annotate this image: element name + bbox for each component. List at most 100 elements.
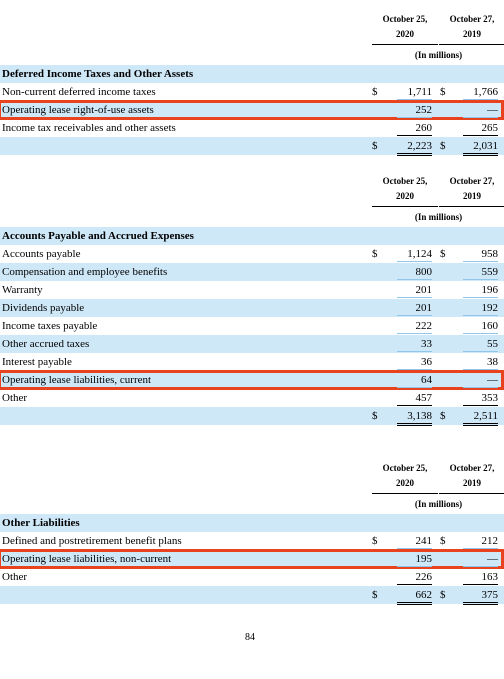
value: 457	[415, 392, 433, 404]
double-rule	[463, 425, 498, 426]
column-header: 2019	[463, 29, 481, 39]
row-band	[0, 371, 504, 389]
value-rule	[397, 135, 432, 136]
value-rule	[463, 153, 498, 154]
row-band	[0, 586, 504, 604]
value-rule	[397, 333, 432, 334]
value-rule	[397, 297, 432, 298]
value: 265	[481, 122, 499, 134]
row-label: Operating lease liabilities, non-current	[2, 553, 172, 565]
header-rule	[372, 493, 438, 494]
row-band	[0, 514, 504, 532]
value: 55	[487, 338, 498, 350]
value-rule	[463, 99, 498, 100]
row-label: Defined and postretirement benefit plans	[2, 535, 182, 547]
value-rule	[397, 261, 432, 262]
currency: $	[440, 140, 446, 152]
value: —	[487, 104, 498, 116]
row-label: Operating lease liabilities, current	[2, 374, 152, 386]
value-rule	[397, 369, 432, 370]
value: 2,223	[407, 140, 432, 152]
value: 201	[415, 284, 433, 296]
value: 212	[481, 535, 499, 547]
row-label: Other	[2, 392, 28, 404]
currency: $	[372, 248, 378, 260]
row-label: Warranty	[2, 284, 43, 296]
row-label: Dividends payable	[2, 302, 85, 314]
value: 195	[415, 553, 433, 565]
section-title: Other Liabilities	[2, 517, 80, 529]
value-rule	[463, 387, 498, 388]
currency: $	[372, 410, 378, 422]
value-rule	[463, 135, 498, 136]
value: 662	[415, 589, 433, 601]
value: 241	[415, 535, 433, 547]
value: —	[487, 374, 498, 386]
row-band	[0, 299, 504, 317]
row-band	[0, 227, 504, 245]
row-band	[0, 550, 504, 568]
value-rule	[397, 566, 432, 567]
value-rule	[463, 333, 498, 334]
row-band	[0, 137, 504, 155]
value: 36	[421, 356, 432, 368]
value-rule	[463, 584, 498, 585]
currency: $	[372, 535, 378, 547]
units: (In millions)	[414, 212, 463, 222]
value: 1,766	[473, 86, 498, 98]
section-title: Deferred Income Taxes and Other Assets	[2, 68, 194, 80]
column-header: October 25,	[382, 14, 428, 24]
value: 201	[415, 302, 433, 314]
header-rule	[372, 44, 438, 45]
value: 375	[481, 589, 499, 601]
value: —	[487, 553, 498, 565]
value: 1,124	[407, 248, 432, 260]
row-band	[0, 407, 504, 425]
value: 252	[415, 104, 433, 116]
header-rule	[439, 206, 504, 207]
value: 2,511	[473, 410, 498, 422]
double-rule	[463, 604, 498, 605]
value-rule	[397, 387, 432, 388]
highlight-box	[0, 100, 504, 120]
value: 260	[415, 122, 433, 134]
value-rule	[397, 351, 432, 352]
value: 559	[481, 266, 499, 278]
column-header: 2020	[396, 29, 414, 39]
double-rule	[397, 155, 432, 156]
row-band	[0, 101, 504, 119]
value-rule	[463, 423, 498, 424]
currency: $	[440, 248, 446, 260]
value-rule	[463, 315, 498, 316]
double-rule	[397, 604, 432, 605]
row-band	[0, 335, 504, 353]
value-rule	[397, 405, 432, 406]
header-rule	[439, 44, 504, 45]
value-rule	[463, 351, 498, 352]
highlight-box	[0, 370, 504, 390]
row-band	[0, 263, 504, 281]
row-band	[0, 65, 504, 83]
value: 353	[481, 392, 499, 404]
value: 226	[415, 571, 433, 583]
value-rule	[397, 153, 432, 154]
value-rule	[463, 369, 498, 370]
column-header: October 25,	[382, 463, 428, 473]
currency: $	[440, 410, 446, 422]
value: 163	[481, 571, 499, 583]
row-label: Interest payable	[2, 356, 72, 368]
double-rule	[463, 155, 498, 156]
value-rule	[463, 602, 498, 603]
column-header: 2020	[396, 478, 414, 488]
value-rule	[397, 602, 432, 603]
column-header: 2019	[463, 191, 481, 201]
value-rule	[463, 279, 498, 280]
value-rule	[397, 584, 432, 585]
column-header: October 25,	[382, 176, 428, 186]
value: 64	[421, 374, 432, 386]
header-rule	[372, 206, 438, 207]
page-number: 84	[245, 632, 255, 643]
value: 192	[481, 302, 499, 314]
highlight-box	[0, 549, 504, 569]
